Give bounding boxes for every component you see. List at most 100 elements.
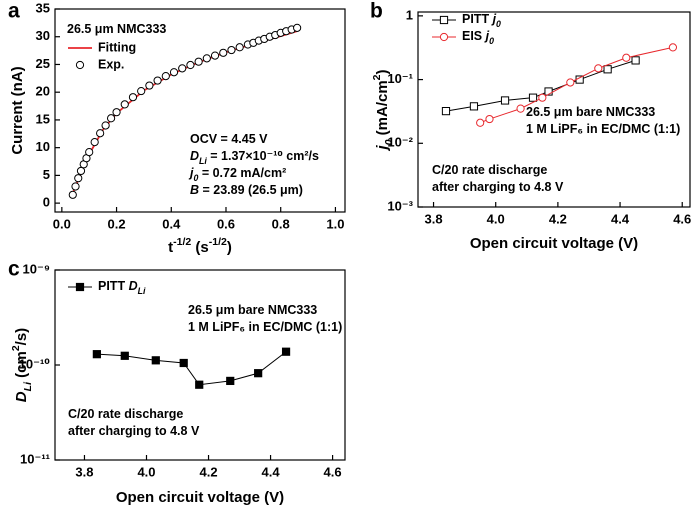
data-point [96, 129, 105, 138]
data-point [476, 118, 485, 127]
text-part: -1/2 [173, 236, 191, 248]
annotation: OCV = 4.45 V [190, 132, 268, 146]
text-part: after charging to 4.8 V [432, 180, 564, 194]
text-part: j [491, 12, 497, 26]
text-part: 2 [10, 345, 22, 351]
x-tick-label: 4.2 [199, 464, 217, 479]
data-point [145, 81, 154, 90]
text-part: t [168, 239, 173, 256]
y-tick-label: 10 [36, 139, 50, 154]
data-point [169, 68, 179, 77]
data-point [106, 114, 116, 123]
y-tick-label: 20 [36, 84, 50, 99]
y-tick-label: 10⁻⁹ [23, 261, 51, 276]
y-axis-title: j0 (mA/cm2) [371, 69, 395, 151]
text-part: = 1.37×10⁻¹⁰ cm²/s [207, 149, 319, 163]
y-tick-label: 10⁻¹ [387, 71, 413, 86]
y-tick-label: 10⁻¹¹ [20, 451, 50, 466]
annotation: C/20 rate discharge [68, 407, 183, 421]
text-part: j [188, 166, 194, 180]
data-point [668, 43, 678, 52]
y-tick-label: 1 [406, 7, 413, 22]
data-point [68, 190, 77, 199]
data-point [485, 114, 494, 124]
data-point [151, 356, 160, 365]
data-point [137, 86, 146, 96]
plot-frame [417, 11, 691, 208]
data-point [120, 100, 129, 109]
text-part: EIS [462, 29, 486, 43]
x-tick-label: 3.8 [75, 464, 93, 479]
y-tick-label: 25 [36, 56, 50, 71]
data-point [179, 358, 188, 368]
data-point [71, 182, 80, 191]
annotation: DLi = 1.37×10⁻¹⁰ cm²/s [190, 149, 319, 166]
legend-marker [439, 32, 449, 42]
data-point [195, 380, 204, 389]
legend-marker [75, 282, 85, 292]
text-part: 26.5 μm NMC333 [67, 22, 166, 36]
x-tick-label: 4.2 [549, 211, 567, 226]
annotation: 26.5 μm bare NMC333 [188, 303, 317, 317]
x-tick-label: 4.0 [137, 464, 155, 479]
x-tick-label: 0.0 [53, 216, 71, 231]
text-part: = 0.72 mA/cm² [198, 166, 286, 180]
text-part: ) [374, 69, 391, 74]
data-point [293, 23, 302, 32]
text-part: 0 [193, 173, 198, 183]
data-point [101, 121, 110, 130]
data-point [254, 369, 263, 378]
x-tick-label: 4.0 [487, 211, 505, 226]
data-point [128, 93, 138, 102]
data-point [544, 87, 553, 96]
text-part: (s [191, 239, 209, 256]
text-part: C/20 rate discharge [68, 407, 183, 421]
y-tick-label: 35 [36, 0, 50, 15]
data-point [210, 51, 220, 60]
text-part: 26.5 μm bare NMC333 [188, 303, 317, 317]
x-tick-label: 0.2 [108, 216, 126, 231]
x-tick-label: 4.6 [673, 211, 691, 226]
annotation: j0 = 0.72 mA/cm² [188, 166, 286, 183]
text-part: PITT [462, 12, 493, 26]
y-tick-label: 5 [43, 167, 50, 182]
legend-label: PITT DLi [98, 279, 146, 296]
data-point [441, 107, 451, 116]
data-point [112, 108, 121, 117]
text-part: 26.5 μm bare NMC333 [526, 105, 655, 119]
text-part: 0 [496, 19, 501, 29]
data-point [85, 147, 94, 157]
x-axis-title: Open circuit voltage (V) [470, 235, 638, 252]
text-part: ) [227, 239, 232, 256]
data-point [219, 48, 228, 57]
data-point [538, 93, 547, 102]
y-tick-label: 30 [36, 28, 50, 43]
y-axis-title: DLi (cm2/s) [10, 328, 34, 402]
data-point [622, 53, 631, 62]
data-point [90, 138, 99, 147]
data-point [161, 72, 170, 81]
legend-marker [75, 60, 85, 70]
x-tick-label: 4.4 [611, 211, 630, 226]
text-part: D [13, 391, 30, 402]
x-tick-label: 4.6 [324, 464, 342, 479]
annotation: 26.5 μm NMC333 [67, 22, 166, 36]
x-axis-title: Open circuit voltage (V) [116, 489, 284, 506]
data-point [153, 76, 162, 85]
annotation: C/20 rate discharge [432, 163, 547, 177]
x-tick-label: 1.0 [326, 216, 344, 231]
text-part: 1 M LiPF₆ in EC/DMC (1:1) [188, 320, 342, 334]
legend-marker [439, 15, 449, 25]
data-point [202, 54, 211, 63]
series-line [479, 46, 674, 124]
legend-label: Exp. [98, 57, 124, 71]
text-part: C/20 rate discharge [432, 163, 547, 177]
legend-label: EIS j0 [462, 29, 494, 46]
annotation: after charging to 4.8 V [68, 424, 200, 438]
x-tick-label: 0.6 [217, 216, 235, 231]
data-point [178, 64, 187, 73]
legend-label: PITT j0 [462, 12, 501, 29]
annotation: after charging to 4.8 V [432, 180, 564, 194]
data-point [74, 174, 83, 183]
data-point [594, 64, 603, 73]
